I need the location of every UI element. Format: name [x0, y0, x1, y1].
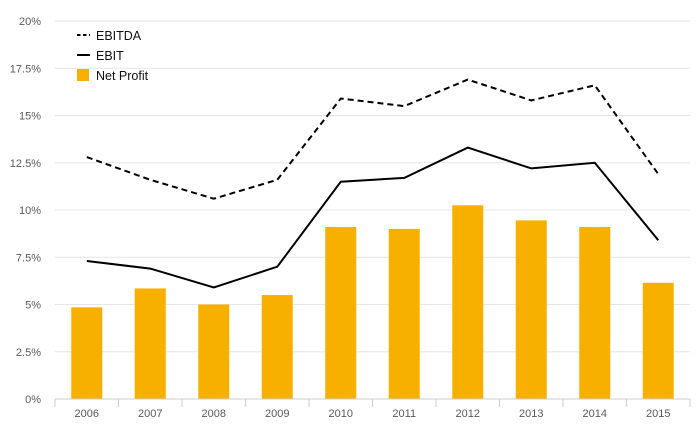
- line-series: [86, 78, 660, 289]
- y-tick-label: 10%: [19, 205, 41, 217]
- bar-net-profit[interactable]: [134, 288, 166, 399]
- legend-item-net-profit[interactable]: Net Profit: [77, 69, 149, 83]
- x-tick-label: 2009: [265, 408, 289, 420]
- bar-net-profit[interactable]: [579, 227, 611, 399]
- y-tick-label: 5%: [25, 300, 41, 312]
- x-tick-label: 2006: [75, 408, 99, 420]
- legend-label-ebitda: EBITDA: [96, 29, 142, 43]
- bar-net-profit[interactable]: [71, 307, 103, 399]
- y-tick-label: 12.5%: [10, 158, 41, 170]
- y-tick-label: 7.5%: [16, 252, 41, 264]
- bar-net-profit[interactable]: [642, 282, 674, 399]
- legend-item-ebit[interactable]: EBIT: [77, 49, 124, 63]
- bar-net-profit[interactable]: [325, 227, 357, 399]
- y-tick-label: 0%: [25, 394, 41, 406]
- legend-label-ebit: EBIT: [96, 49, 124, 63]
- y-tick-label: 15%: [19, 111, 41, 123]
- y-axis: 0% 2.5% 5% 7.5% 10% 12.5% 15% 17.5% 20%: [10, 16, 41, 406]
- legend-item-ebitda[interactable]: EBITDA: [77, 29, 142, 43]
- x-tick-label: 2014: [583, 408, 607, 420]
- x-tick-label: 2013: [519, 408, 543, 420]
- bar-net-profit[interactable]: [198, 304, 230, 400]
- bar-net-profit[interactable]: [452, 205, 484, 399]
- legend-label-net-profit: Net Profit: [96, 69, 149, 83]
- x-tick-label: 2011: [392, 408, 416, 420]
- x-tick-label: 2007: [138, 408, 162, 420]
- x-tick-label: 2015: [646, 408, 670, 420]
- y-tick-label: 2.5%: [16, 347, 41, 359]
- y-tick-label: 20%: [19, 16, 41, 28]
- bar-net-profit[interactable]: [515, 220, 547, 399]
- x-tick-label: 2012: [456, 408, 480, 420]
- x-axis: 2006 2007 2008 2009 2010 2011 2012 2013 2014 2015: [54, 398, 691, 420]
- net-profit-bars: [71, 205, 674, 399]
- y-tick-label: 17.5%: [10, 63, 41, 75]
- x-tick-label: 2010: [329, 408, 353, 420]
- x-tick-label: 2008: [202, 408, 226, 420]
- bar-net-profit[interactable]: [388, 228, 420, 399]
- bar-net-profit[interactable]: [261, 295, 293, 399]
- legend-swatch-net-profit: [77, 69, 89, 81]
- line-ebit[interactable]: [86, 146, 660, 289]
- line-ebitda[interactable]: [86, 78, 660, 200]
- legend: EBITDA EBIT Net Profit: [77, 29, 149, 83]
